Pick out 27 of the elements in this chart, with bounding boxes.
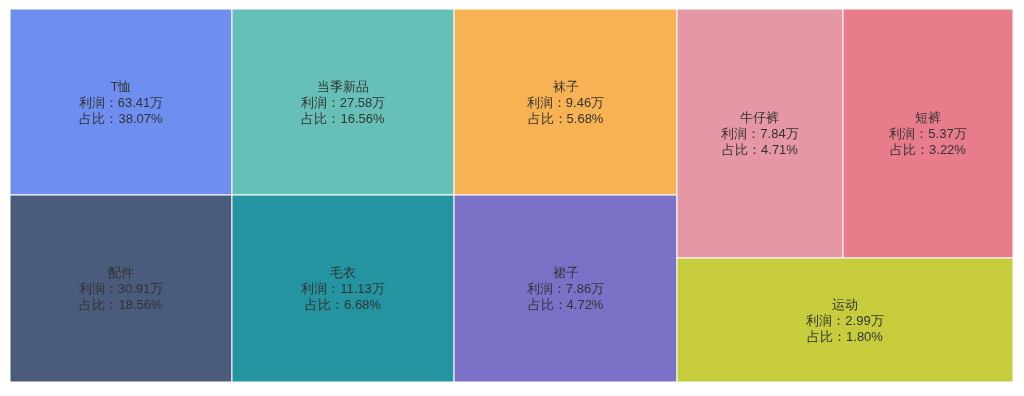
data-label: 占比：4.72% <box>527 297 604 313</box>
data-label: 利润：2.99万 <box>806 312 884 328</box>
data-label: 占比：38.07% <box>79 110 163 126</box>
data-label: 利润：63.41万 <box>78 94 164 110</box>
data-label: 占比：18.56% <box>79 297 163 313</box>
data-label: 占比：4.71% <box>722 142 799 158</box>
category-label: T恤 <box>110 78 132 94</box>
data-label: 占比：6.68% <box>305 297 382 313</box>
category-label: 袜子 <box>552 78 579 94</box>
category-label: 裙子 <box>552 265 579 281</box>
category-label: 牛仔裤 <box>740 110 780 126</box>
data-label: 利润：7.84万 <box>721 126 799 142</box>
data-label: 占比：1.80% <box>807 328 884 344</box>
category-label: 当季新品 <box>317 78 369 94</box>
data-label: 占比：3.22% <box>890 142 967 158</box>
data-label: 占比：5.68% <box>527 110 604 126</box>
data-label: 利润：7.86万 <box>526 281 605 297</box>
data-label: 利润：30.91万 <box>78 281 164 297</box>
data-label: 利润：5.37万 <box>889 126 967 142</box>
data-label: 占比：16.56% <box>301 110 385 126</box>
category-label: 配件 <box>107 265 134 281</box>
data-label: 利润：27.58万 <box>300 94 386 110</box>
data-label: 利润：11.13万 <box>301 281 385 297</box>
category-label: 毛衣 <box>330 265 356 281</box>
category-label: 运动 <box>832 296 858 312</box>
category-label: 短裤 <box>915 110 941 126</box>
data-label: 利润：9.46万 <box>526 94 605 110</box>
